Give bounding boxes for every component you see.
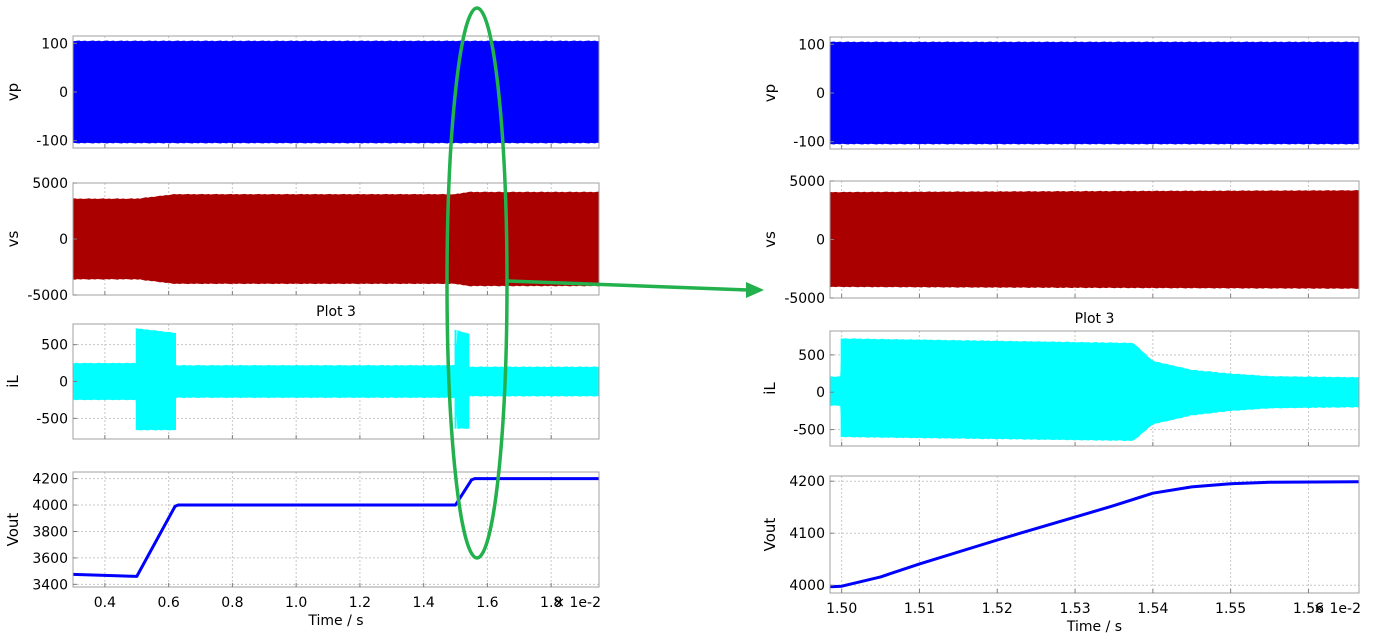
- x-axis-multiplier: × 1e-2: [553, 595, 601, 611]
- y-tick-label: -100: [36, 134, 68, 150]
- signal-line-Vout: [829, 480, 1360, 589]
- y-axis-label: Vout: [761, 518, 779, 552]
- panel-right-vout: 4200 4100 4000 Vout 1.50 1.51 1.52 1.53 1.54 1.55…: [761, 474, 1361, 635]
- y-tick-label: 3600: [32, 551, 68, 567]
- panel-left-vs: 5000 0 -5000 vs: [4, 176, 600, 304]
- y-tick-label: 0: [59, 85, 68, 101]
- y-axis-label: iL: [4, 375, 22, 388]
- x-tick-label: 1.56: [1293, 601, 1324, 617]
- y-tick-label: -5000: [27, 288, 68, 304]
- y-tick-label: 5000: [789, 174, 825, 190]
- signal-envelope-iL: [830, 338, 1359, 442]
- y-tick-label: 500: [798, 348, 825, 364]
- y-tick-label: 100: [798, 37, 825, 53]
- x-tick-label: 0.8: [221, 595, 243, 611]
- y-tick-label: 100: [41, 36, 68, 52]
- panel-right-vp: 100 0 -100 vp: [761, 36, 1360, 151]
- y-tick-label: -5000: [784, 291, 825, 307]
- x-tick-label: 1.53: [1059, 601, 1090, 617]
- signal-envelope-vs: [830, 190, 1359, 289]
- x-tick-label: 1.51: [904, 601, 935, 617]
- y-tick-label: 500: [41, 338, 68, 354]
- grid: [73, 472, 599, 587]
- y-tick-label: 4200: [789, 474, 825, 490]
- y-tick-label: 4000: [32, 498, 68, 514]
- y-tick-label: 4200: [32, 472, 68, 488]
- x-tick-label: 1.50: [826, 601, 857, 617]
- y-tick-label: 5000: [32, 176, 68, 192]
- y-tick-label: -500: [793, 423, 825, 439]
- y-axis-label: vs: [761, 231, 779, 248]
- x-tick-label: 0.6: [158, 595, 180, 611]
- x-tick-label: 1.8: [540, 595, 562, 611]
- signal-envelope-vp: [830, 41, 1359, 145]
- y-tick-label: -100: [793, 135, 825, 151]
- y-tick-label: -500: [36, 411, 68, 427]
- x-tick-label: 1.2: [349, 595, 371, 611]
- x-tick-label: 1.6: [476, 595, 498, 611]
- y-axis-label: iL: [761, 382, 779, 395]
- y-tick-label: 0: [59, 232, 68, 248]
- panel-left-il: 500 0 -500 iL Plot 3: [4, 304, 600, 440]
- x-tick-label: 1.52: [982, 601, 1013, 617]
- panel-right-vs: 5000 0 -5000 vs: [761, 174, 1360, 307]
- y-axis-label: vp: [4, 83, 22, 101]
- highlight-ellipse: [445, 6, 509, 560]
- zoom-arrow-shaft: [507, 279, 749, 292]
- x-tick-label: 1.4: [413, 595, 435, 611]
- plot-frame: [829, 330, 1360, 447]
- y-tick-label: 0: [816, 233, 825, 249]
- x-tick-label: 0.4: [94, 595, 116, 611]
- y-axis-label: vp: [761, 84, 779, 102]
- y-axis-label: Vout: [4, 513, 22, 547]
- plot-background: [73, 472, 599, 587]
- y-tick-label: 3800: [32, 524, 68, 540]
- annotation-layer: [445, 6, 764, 560]
- x-tick-label: 1.0: [285, 595, 307, 611]
- y-tick-label: 0: [816, 385, 825, 401]
- panel-left-vp: 100 0 -100 vp: [4, 35, 600, 150]
- x-axis-label: Time / s: [1066, 619, 1122, 635]
- x-axis-label: Time / s: [307, 613, 363, 629]
- x-axis-multiplier: × 1e-2: [1313, 601, 1361, 617]
- panel-left-vout: 4200 4000 3800 3600 3400 Vout 0.4 0.6 0.8 1.0 1.2 1…: [4, 471, 601, 629]
- x-tick-label: 1.54: [1137, 601, 1168, 617]
- signal-envelope-vs: [73, 191, 599, 287]
- x-tick-label: 1.55: [1215, 601, 1246, 617]
- y-tick-label: 4000: [789, 578, 825, 594]
- plot-background: [830, 476, 1359, 593]
- signal-envelope-vp: [73, 40, 599, 144]
- plot-frame: [72, 471, 600, 588]
- y-tick-label: 0: [816, 86, 825, 102]
- signal-line-Vout: [72, 477, 599, 578]
- y-tick-label: 0: [59, 375, 68, 391]
- y-tick-label: 4100: [789, 526, 825, 542]
- plot-frame: [829, 475, 1360, 594]
- y-tick-label: 3400: [32, 577, 68, 593]
- panel-right-il: 500 0 -500 iL Plot 3: [761, 311, 1360, 447]
- plot-title: Plot 3: [1075, 311, 1115, 327]
- zoom-arrow-head: [746, 282, 764, 298]
- y-axis-label: vs: [4, 230, 22, 247]
- plot-title: Plot 3: [316, 304, 356, 320]
